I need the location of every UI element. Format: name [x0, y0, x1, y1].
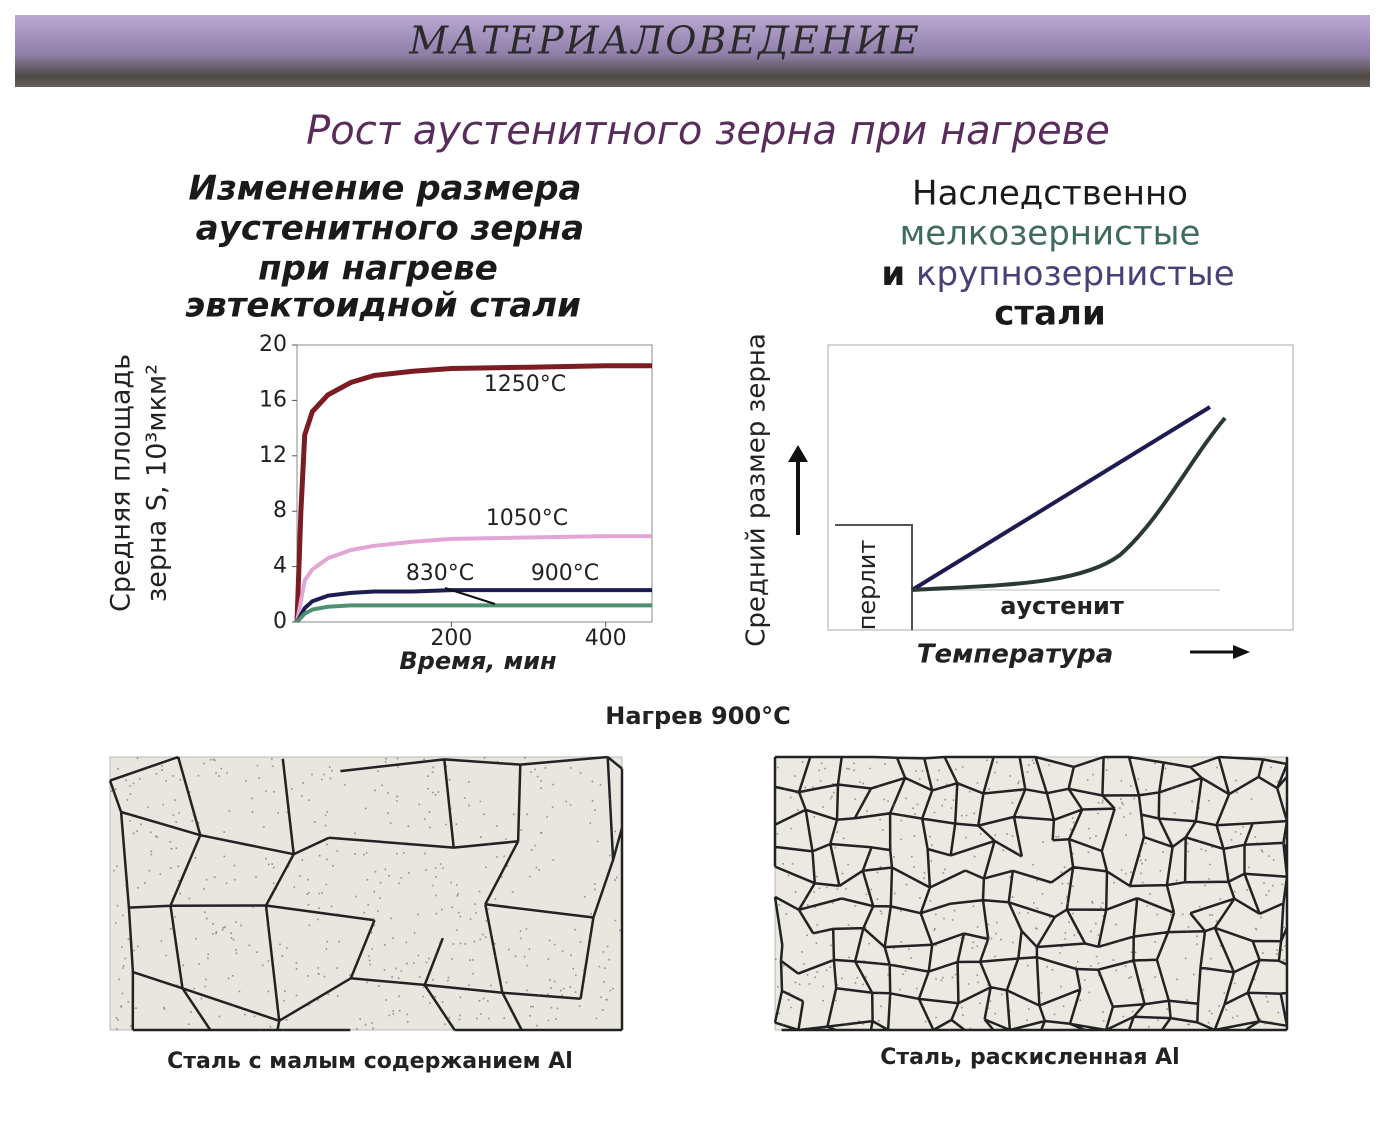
fine-curve: [911, 416, 1227, 592]
caption: Сталь с малым содержанием Al: [167, 1049, 573, 1074]
series-line: [294, 363, 652, 623]
left-heading: аустенитного зерна: [196, 209, 584, 249]
y-axis-label: Средний размер зерна: [742, 333, 772, 647]
right-heading: стали: [994, 294, 1106, 334]
left-heading: Изменение размера: [189, 169, 582, 209]
y-tick-label: 12: [259, 443, 287, 468]
y-tick-label: 8: [273, 498, 287, 523]
y-arrow-head: [788, 445, 808, 462]
series-label: 1050°C: [486, 506, 568, 531]
x-axis-label: Время, мин: [399, 647, 556, 675]
right-heading-and: и: [881, 254, 905, 294]
series-line: [295, 588, 652, 623]
micrograph-coarse: [109, 756, 623, 1031]
heating-label: Нагрев 900°C: [605, 702, 791, 730]
y-axis-label: зерна S, 10³мкм²: [142, 364, 173, 602]
left-heading: при нагреве: [258, 249, 498, 289]
plot-area: [296, 344, 653, 623]
y-axis-label: Средняя площадь: [106, 354, 137, 612]
y-tick-label: 4: [273, 554, 287, 579]
series-label: 1250°C: [484, 372, 566, 397]
caption: Сталь, раскисленная Al: [880, 1045, 1179, 1070]
series-label: 830°C: [406, 561, 474, 586]
header-band: [15, 15, 1370, 87]
series-label: 900°C: [531, 561, 599, 586]
right-heading: и крупнозернистые: [881, 254, 1234, 294]
label-arrow: [444, 587, 496, 605]
region-label: перлит: [853, 540, 881, 631]
y-tick-label: 20: [259, 332, 287, 357]
header: МАТЕРИАЛОВЕДЕНИЕ: [408, 19, 920, 63]
y-tick-label: 0: [273, 609, 287, 634]
x-axis-label: Температура: [917, 640, 1114, 670]
x-tick-label: 400: [585, 626, 627, 651]
right-heading-coarse: крупнозернистые: [916, 254, 1235, 294]
coarse-curve: [910, 405, 1212, 592]
schematic-frame: [827, 344, 1294, 631]
x-tick-label: 200: [430, 626, 472, 651]
region-label: аустенит: [1000, 592, 1124, 620]
right-heading-fine: мелкозернистые: [900, 214, 1201, 254]
left-heading: эвтектоидной стали: [185, 286, 581, 326]
y-tick-label: 16: [259, 387, 287, 412]
series-line: [295, 603, 652, 624]
micrograph-fine: [774, 756, 1288, 1031]
pearlite-region: [835, 524, 913, 630]
series-line: [295, 534, 652, 623]
grain-boundaries: [108, 755, 624, 1032]
title: Рост аустенитного зерна при нагреве: [306, 108, 1110, 154]
grain-boundaries: [773, 755, 1289, 1032]
x-arrow-head: [1233, 645, 1250, 659]
right-heading: Наследственно: [912, 174, 1188, 214]
